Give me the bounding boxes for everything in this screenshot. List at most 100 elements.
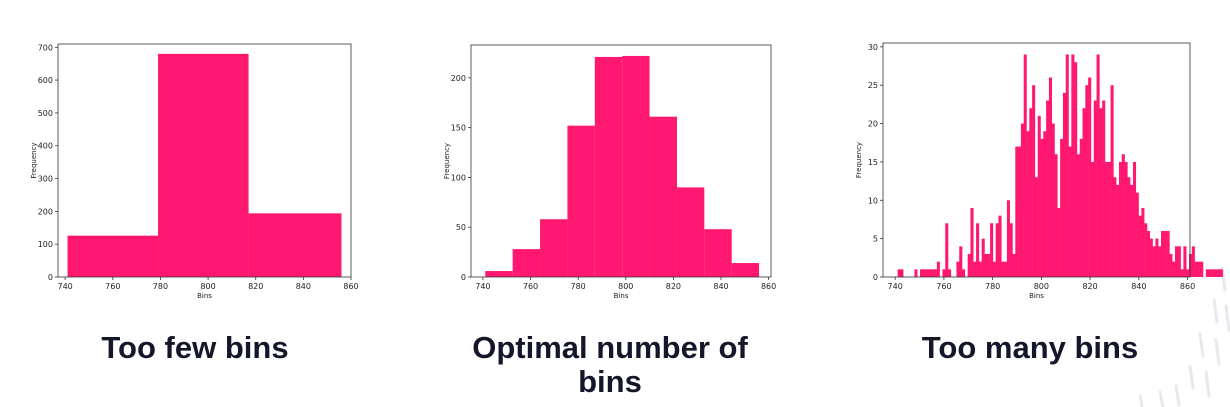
histogram-bar <box>1001 261 1005 277</box>
x-tick-label: 740 <box>58 282 73 291</box>
histogram-bar <box>1124 161 1128 277</box>
y-tick-label: 500 <box>38 109 53 118</box>
x-tick-label: 780 <box>985 282 1000 291</box>
histogram-bar <box>1180 269 1184 277</box>
y-tick-label: 100 <box>38 240 53 249</box>
histogram-bar <box>1012 253 1016 277</box>
histogram-bar <box>962 269 966 277</box>
histogram-bar <box>995 223 999 277</box>
histogram-bar <box>1046 100 1050 277</box>
histogram-bar <box>1169 253 1173 277</box>
histogram-bar <box>1208 269 1212 277</box>
histogram-bar <box>920 269 924 277</box>
histogram-bar <box>925 269 929 277</box>
histogram-bar <box>1085 85 1089 277</box>
histogram-bar <box>1211 269 1215 277</box>
x-tick-label: 820 <box>666 282 681 291</box>
histogram-bar <box>922 269 926 277</box>
histogram-bar <box>1023 54 1027 278</box>
y-tick-label: 200 <box>451 74 466 83</box>
histogram-bar <box>1076 154 1080 277</box>
histogram-bar <box>1186 269 1190 277</box>
caption-optimal-line-2: bins <box>578 364 642 399</box>
y-tick-label: 600 <box>38 76 53 85</box>
x-tick-label: 860 <box>343 282 358 291</box>
plot-frame <box>470 44 772 278</box>
x-tick-label: 760 <box>936 282 951 291</box>
x-tick-label: 840 <box>1131 282 1146 291</box>
histogram-bar <box>1048 77 1052 278</box>
histogram-bar <box>1166 230 1170 277</box>
histogram-bar <box>1121 154 1125 277</box>
caption-too-few-bins: Too few bins <box>101 330 289 365</box>
decor-dash <box>1212 298 1219 324</box>
histogram-bar <box>1183 246 1187 277</box>
y-tick-label: 0 <box>873 273 878 282</box>
histogram-bar <box>967 253 971 277</box>
histogram-bar <box>1130 184 1134 277</box>
histogram-bar <box>942 269 946 277</box>
histogram-bar <box>981 238 985 277</box>
y-tick-label: 30 <box>868 43 878 52</box>
histogram-bar <box>1029 108 1033 278</box>
y-tick-label: 200 <box>38 207 53 216</box>
x-tick-label: 800 <box>200 282 215 291</box>
histogram-bar <box>676 187 705 277</box>
histogram-bar <box>1068 146 1072 277</box>
x-tick-label: 760 <box>523 282 538 291</box>
histogram-bar <box>512 249 541 277</box>
histogram-bar <box>1175 246 1179 277</box>
decor-dash <box>1204 370 1211 398</box>
histogram-bar <box>1015 146 1019 277</box>
chart-too-few-bins: 740 760 780 800 820 840 860 0 100 200 300 400 500 600… <box>30 43 359 300</box>
y-axis-label: Frequency <box>30 142 38 178</box>
histogram-bar <box>936 261 940 277</box>
histogram-bar <box>934 269 938 277</box>
histogram-bar <box>1152 246 1156 277</box>
histogram-bar <box>1043 131 1047 277</box>
histogram-bar <box>1065 54 1069 278</box>
y-tick-label: 150 <box>451 124 466 133</box>
y-tick-label: 20 <box>868 120 878 129</box>
histogram-bar <box>1219 269 1223 277</box>
decor-dash <box>1188 364 1195 390</box>
histogram-bar <box>1138 215 1142 277</box>
decor-dash <box>1138 394 1144 407</box>
histogram-bar <box>984 253 988 277</box>
histogram-bar <box>973 261 977 277</box>
histogram-bar <box>540 219 568 277</box>
histogram-bar <box>1102 100 1106 277</box>
histogram-bar <box>1217 269 1221 277</box>
decor-dash <box>1174 384 1181 407</box>
x-tick-label: 800 <box>1034 282 1049 291</box>
y-tick-label: 50 <box>456 223 466 232</box>
histogram-bar <box>1071 54 1075 278</box>
caption-optimal-bins: Optimal number of bins <box>440 331 780 399</box>
histogram-bar <box>1191 246 1195 277</box>
histogram-bar <box>990 223 994 277</box>
histogram-bar <box>1205 269 1209 277</box>
histogram-bar <box>158 53 249 277</box>
x-tick-label: 840 <box>713 282 728 291</box>
x-tick-label: 800 <box>618 282 633 291</box>
histogram-bar <box>1127 177 1131 277</box>
histogram-bar <box>1074 62 1078 278</box>
caption-too-many-bins: Too many bins <box>921 330 1139 365</box>
histogram-bar <box>1026 131 1030 277</box>
histogram-bar <box>567 125 595 278</box>
histogram-bar <box>1079 138 1083 277</box>
y-tick-label: 5 <box>873 235 878 244</box>
histogram-bar <box>1155 238 1159 277</box>
y-tick-label: 0 <box>48 273 53 282</box>
histogram-bar <box>931 269 935 277</box>
y-axis-label: Frequency <box>855 142 863 178</box>
histogram-bar <box>1194 261 1198 277</box>
histogram-bar <box>1054 154 1058 277</box>
histogram-bar <box>1189 253 1193 277</box>
histogram-bar <box>1149 238 1153 277</box>
histogram-bar <box>1135 192 1139 277</box>
x-tick-label: 740 <box>475 282 490 291</box>
histogram-bar <box>928 269 932 277</box>
x-tick-label: 820 <box>248 282 263 291</box>
